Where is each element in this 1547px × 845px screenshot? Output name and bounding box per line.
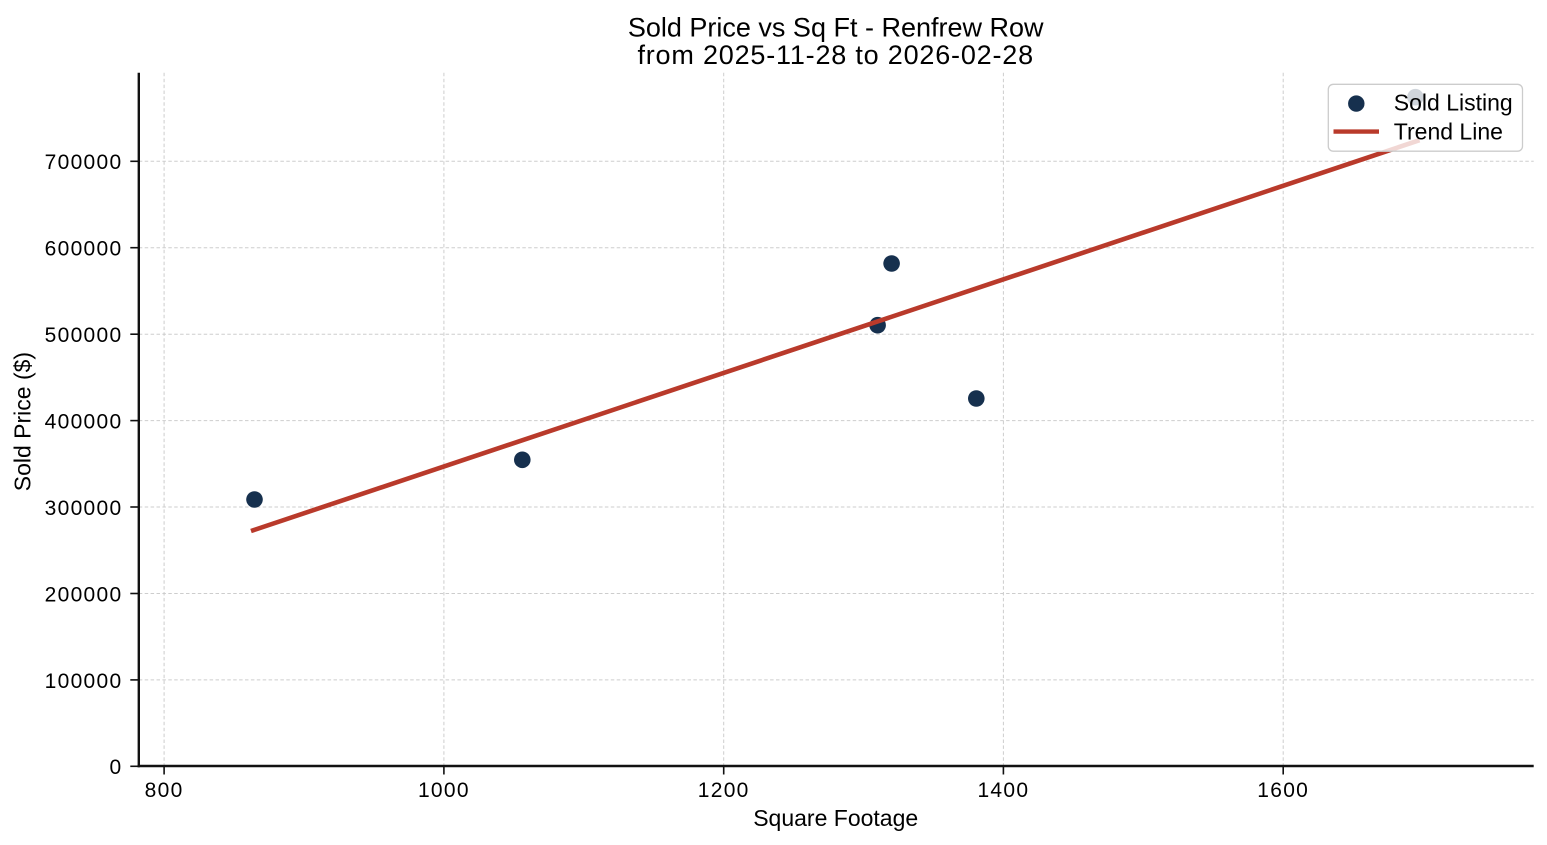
svg-text:500000: 500000 — [45, 324, 123, 347]
svg-text:Square Footage: Square Footage — [753, 805, 918, 831]
svg-text:700000: 700000 — [45, 151, 123, 174]
svg-text:1400: 1400 — [977, 779, 1029, 802]
svg-text:Trend Line: Trend Line — [1394, 119, 1503, 145]
svg-text:Sold Price vs Sq Ft - Renfrew: Sold Price vs Sq Ft - Renfrew Row — [628, 13, 1044, 43]
svg-text:Sold Price ($): Sold Price ($) — [10, 352, 36, 491]
svg-text:0: 0 — [110, 756, 123, 779]
svg-text:Sold Listing: Sold Listing — [1394, 90, 1513, 116]
svg-text:from 2025-11-28 to 2026-02-28: from 2025-11-28 to 2026-02-28 — [637, 40, 1033, 70]
svg-text:1200: 1200 — [698, 779, 750, 802]
svg-text:1000: 1000 — [418, 779, 470, 802]
svg-text:300000: 300000 — [45, 497, 123, 520]
svg-text:800: 800 — [145, 779, 184, 802]
svg-text:600000: 600000 — [45, 238, 123, 261]
svg-text:1600: 1600 — [1257, 779, 1309, 802]
svg-text:100000: 100000 — [45, 670, 123, 693]
svg-text:200000: 200000 — [45, 583, 123, 606]
svg-text:400000: 400000 — [45, 411, 123, 434]
